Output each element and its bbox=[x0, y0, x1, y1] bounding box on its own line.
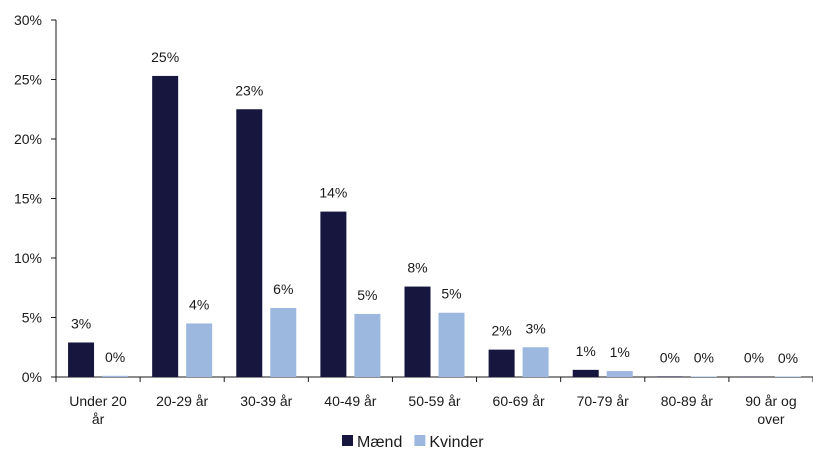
bar-maend bbox=[320, 211, 347, 377]
bar-kvinder bbox=[102, 375, 129, 377]
y-tick-label: 20% bbox=[14, 131, 42, 147]
legend-label-kvinder: Kvinder bbox=[429, 434, 484, 451]
bar-kvinder bbox=[774, 376, 801, 377]
data-label: 1% bbox=[610, 344, 630, 360]
x-category-label: 60-69 år bbox=[493, 393, 545, 409]
y-tick-label: 10% bbox=[14, 250, 42, 266]
data-label: 23% bbox=[235, 82, 263, 98]
data-label: 0% bbox=[778, 350, 798, 366]
data-label: 3% bbox=[525, 320, 545, 336]
data-label: 14% bbox=[319, 185, 347, 201]
data-label: 3% bbox=[71, 315, 91, 331]
data-label: 1% bbox=[576, 343, 596, 359]
data-label: 8% bbox=[407, 260, 427, 276]
bar-maend bbox=[572, 369, 599, 377]
data-label: 5% bbox=[357, 287, 377, 303]
data-label: 2% bbox=[491, 323, 511, 339]
chart-legend: Mænd Kvinder bbox=[342, 434, 484, 451]
x-category-label: 20-29 år bbox=[156, 393, 208, 409]
bar-kvinder bbox=[438, 312, 465, 377]
y-tick-label: 30% bbox=[14, 12, 42, 28]
data-label: 0% bbox=[694, 350, 714, 366]
data-label: 0% bbox=[660, 349, 680, 365]
bar-maend bbox=[68, 342, 95, 377]
data-label: 6% bbox=[273, 281, 293, 297]
bar-kvinder bbox=[186, 323, 213, 377]
legend-swatch-maend bbox=[342, 435, 353, 446]
bar-kvinder bbox=[690, 376, 717, 377]
bar-maend bbox=[152, 75, 179, 378]
chart-bars bbox=[68, 75, 801, 378]
y-tick-label: 15% bbox=[14, 191, 42, 207]
bar-maend bbox=[404, 286, 431, 377]
x-category-label: 50-59 år bbox=[408, 393, 460, 409]
x-category-label: 90 år og over bbox=[745, 393, 796, 427]
chart-axes: 0% 5% 10% 15% 20% 25% 30% bbox=[14, 12, 813, 385]
data-label: 25% bbox=[151, 49, 179, 65]
bar-maend bbox=[740, 376, 767, 377]
bar-kvinder bbox=[606, 371, 633, 377]
data-label: 0% bbox=[744, 350, 764, 366]
chart-data-labels: 3% 0% 25% 4% 23% 6% 14% 5% 8% 5% 2% 3% 1% 1% 0% 0% 0% 0% bbox=[71, 49, 798, 366]
bar-kvinder bbox=[522, 347, 549, 377]
legend-swatch-kvinder bbox=[414, 435, 426, 446]
bar-maend bbox=[656, 376, 683, 377]
data-label: 5% bbox=[441, 286, 461, 302]
bar-maend bbox=[236, 109, 263, 377]
bar-kvinder bbox=[270, 307, 297, 377]
data-label: 4% bbox=[189, 296, 209, 312]
y-tick-label: 25% bbox=[14, 72, 42, 88]
legend-label-maend: Mænd bbox=[357, 434, 402, 451]
y-tick-label: 5% bbox=[22, 310, 42, 326]
x-category-label: 30-39 år bbox=[240, 393, 292, 409]
x-category-label: Under 20 år bbox=[69, 393, 127, 427]
data-label: 0% bbox=[105, 349, 125, 365]
chart-category-labels: Under 20 år 20-29 år 30-39 år 40-49 år 50-59 … bbox=[69, 393, 796, 427]
x-category-label: 40-49 år bbox=[324, 393, 376, 409]
bar-kvinder bbox=[354, 313, 381, 377]
bar-maend bbox=[488, 349, 515, 377]
x-category-label: 70-79 år bbox=[577, 393, 629, 409]
y-tick-label: 0% bbox=[22, 369, 42, 385]
x-category-label: 80-89 år bbox=[661, 393, 713, 409]
